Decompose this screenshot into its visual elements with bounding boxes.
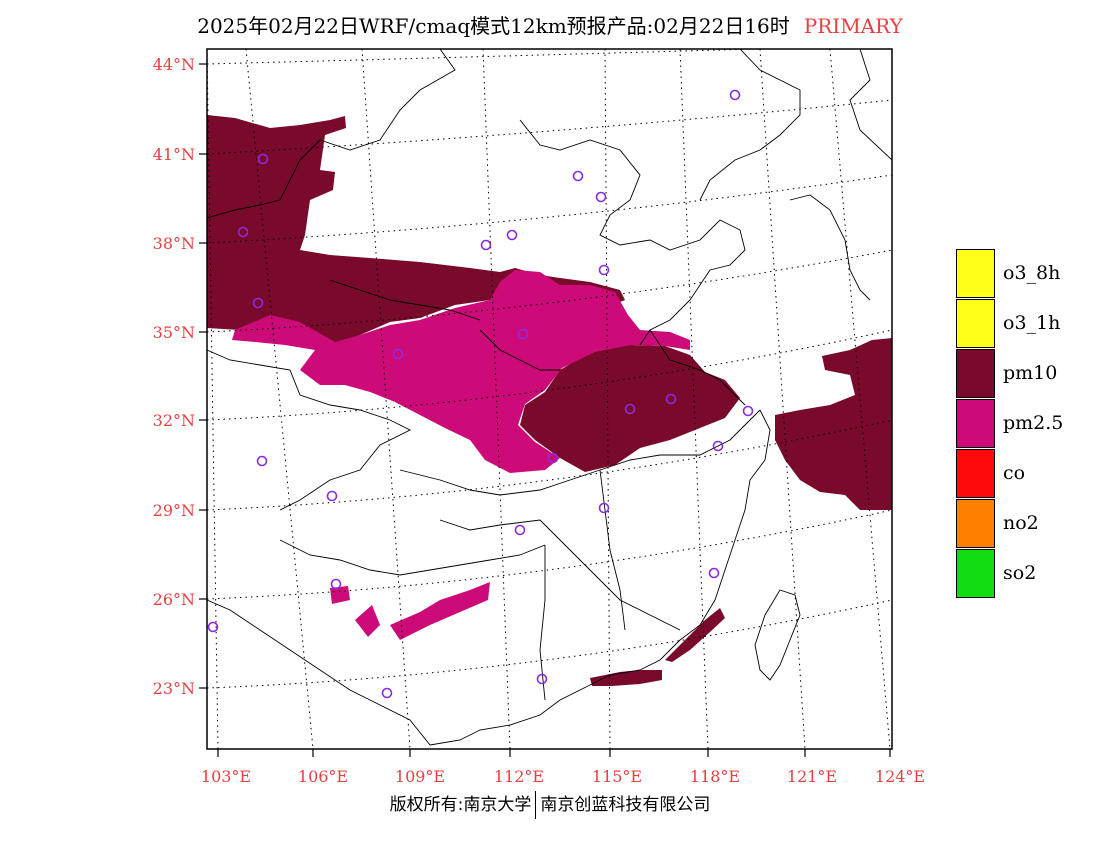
lon-label: 115°E (592, 767, 642, 786)
copyright-divider (535, 791, 537, 819)
map-title: 2025年02月22日WRF/cmaq模式12km预报产品:02月22日16时 P… (0, 10, 1100, 39)
graticule (207, 49, 892, 749)
station-marker (381, 687, 393, 699)
copyright-footer: 版权所有:南京大学 南京创蓝科技有限公司 (0, 790, 1100, 819)
legend-item-pm25: pm2.5 (956, 399, 1096, 449)
lat-label: 41°N (153, 145, 195, 164)
station-marker (252, 297, 264, 309)
station-marker (257, 153, 269, 165)
copyright-owner: 版权所有:南京大学 (389, 795, 532, 815)
legend-item-o3-1h: o3_1h (956, 299, 1096, 349)
station-marker (572, 170, 584, 182)
station-marker (665, 393, 677, 405)
lon-label: 109°E (395, 767, 445, 786)
station-marker (624, 403, 636, 415)
station-markers (207, 89, 754, 699)
legend-label: pm10 (1003, 362, 1058, 384)
legend-swatch (956, 399, 995, 448)
pollutant-legend: o3_8h o3_1h pm10 pm2.5 co no2 so2 (956, 249, 1096, 599)
legend-swatch (956, 299, 995, 348)
legend-item-pm10: pm10 (956, 349, 1096, 399)
station-marker (392, 348, 404, 360)
station-marker (729, 89, 741, 101)
station-marker (506, 229, 518, 241)
station-marker (742, 405, 754, 417)
copyright-company: 南京创蓝科技有限公司 (540, 795, 711, 815)
station-marker (536, 673, 548, 685)
pm10-patch-south (590, 670, 662, 686)
pm25-patch-south-2 (355, 605, 380, 637)
lat-label: 26°N (153, 590, 195, 609)
pm10-region-east-sea (775, 338, 892, 510)
station-marker (517, 328, 529, 340)
station-marker (598, 502, 610, 514)
legend-swatch (956, 249, 995, 298)
pm25-region-central (232, 270, 690, 473)
longitude-labels: 103°E 106°E 109°E 112°E 115°E 118°E 121°… (201, 767, 925, 786)
lat-label: 35°N (153, 323, 195, 342)
lon-label: 124°E (875, 767, 925, 786)
lat-label: 29°N (153, 501, 195, 520)
lat-label: 32°N (153, 411, 195, 430)
lon-label: 121°E (787, 767, 837, 786)
lat-label: 23°N (153, 679, 195, 698)
map-area (207, 49, 892, 749)
lon-label: 103°E (201, 767, 251, 786)
legend-item-no2: no2 (956, 499, 1096, 549)
legend-item-co: co (956, 449, 1096, 499)
legend-label: no2 (1003, 512, 1039, 534)
pm25-regions (232, 270, 690, 640)
legend-swatch (956, 349, 995, 398)
primary-tag: PRIMARY (803, 14, 903, 38)
legend-item-o3-8h: o3_8h (956, 249, 1096, 299)
legend-item-so2: so2 (956, 549, 1096, 599)
legend-label: so2 (1003, 562, 1037, 584)
legend-swatch (956, 549, 995, 598)
station-marker (237, 226, 249, 238)
latitude-labels: 44°N 41°N 38°N 35°N 32°N 29°N 26°N 23°N (153, 55, 195, 698)
pm10-patch-coast (665, 608, 725, 662)
boundaries (207, 49, 892, 746)
station-marker (326, 490, 338, 502)
station-marker (480, 239, 492, 251)
station-marker (330, 578, 342, 590)
legend-label: o3_8h (1003, 262, 1061, 284)
pm10-regions (207, 115, 892, 686)
legend-label: o3_1h (1003, 312, 1061, 334)
map-frame (206, 48, 893, 750)
axis-ticks (199, 63, 891, 757)
legend-swatch (956, 449, 995, 498)
lon-label: 118°E (690, 767, 740, 786)
station-marker (598, 264, 610, 276)
pm25-patch-south-1 (390, 582, 490, 640)
station-marker (712, 440, 724, 452)
legend-swatch (956, 499, 995, 548)
station-marker (595, 191, 607, 203)
legend-label: pm2.5 (1003, 412, 1064, 434)
pm25-patch-southwest (330, 586, 350, 604)
lat-label: 44°N (153, 55, 195, 74)
lon-label: 106°E (298, 767, 348, 786)
station-marker (256, 455, 268, 467)
station-marker (207, 621, 219, 633)
station-marker (514, 524, 526, 536)
legend-label: co (1003, 462, 1026, 484)
station-marker (708, 567, 720, 579)
pm10-region-central-east (520, 345, 740, 472)
title-text: 2025年02月22日WRF/cmaq模式12km预报产品:02月22日16时 (197, 14, 790, 38)
lat-label: 38°N (153, 234, 195, 253)
station-marker (547, 452, 559, 464)
lon-label: 112°E (494, 767, 544, 786)
